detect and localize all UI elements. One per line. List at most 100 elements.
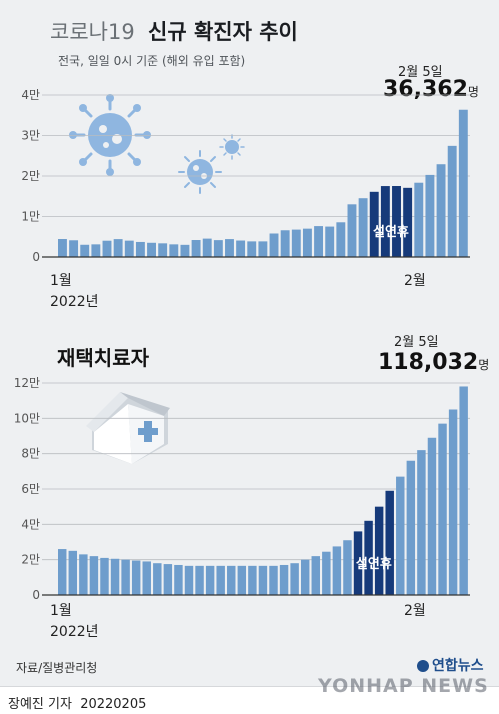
- bar: [427, 437, 437, 595]
- bar: [237, 565, 247, 595]
- bar: [458, 109, 468, 257]
- bar: [459, 386, 468, 595]
- chart2-latest-unit: 명: [478, 358, 490, 372]
- bar-holiday: [403, 187, 413, 257]
- bar-holiday: [385, 490, 394, 595]
- bar: [79, 554, 88, 595]
- bar: [314, 226, 324, 257]
- bar: [142, 561, 151, 595]
- bar: [300, 559, 310, 595]
- bar: [322, 551, 331, 595]
- bar: [213, 240, 223, 257]
- chart2-latest-value: 118,032: [378, 350, 479, 375]
- bar: [153, 563, 162, 595]
- bar: [100, 557, 109, 595]
- chart1-latest-unit: 명: [467, 85, 479, 99]
- holiday-label: 설연휴: [373, 224, 409, 240]
- chart1-title-prefix: 코로나19: [50, 20, 135, 44]
- bar: [425, 174, 435, 257]
- virus-icon: [69, 94, 245, 194]
- bar: [68, 550, 78, 595]
- bar: [290, 563, 299, 595]
- bar: [447, 145, 457, 257]
- reporter-name: 장예진 기자: [8, 697, 72, 712]
- date-code: 20220205: [80, 697, 147, 712]
- bar: [311, 556, 320, 595]
- bar: [135, 241, 145, 257]
- bar: [180, 244, 190, 257]
- bar-holiday: [392, 186, 401, 257]
- bar: [163, 564, 173, 595]
- bar: [417, 450, 426, 595]
- bar: [91, 244, 101, 257]
- bar: [414, 182, 424, 257]
- chart1-year: 2022년: [50, 294, 99, 310]
- bar: [269, 565, 278, 595]
- bar: [258, 565, 268, 595]
- y-tick-label: 10만: [14, 411, 40, 425]
- bar: [89, 556, 99, 595]
- chart2-title: 재택치료자: [57, 346, 149, 370]
- bar: [113, 239, 123, 257]
- bar: [248, 565, 257, 595]
- bar: [358, 198, 368, 257]
- chart2-latest-readout: 118,032명: [378, 350, 489, 375]
- chart2-latest-date: 2월 5일: [394, 335, 439, 350]
- watermark: YONHAP NEWS: [318, 675, 489, 697]
- bar: [158, 243, 168, 257]
- bar: [110, 558, 120, 595]
- house-icon: [86, 392, 170, 464]
- bar-holiday: [369, 191, 379, 257]
- bar: [58, 549, 67, 595]
- y-tick-label: 8만: [21, 447, 40, 461]
- y-tick-label: 2만: [21, 553, 40, 567]
- infographic-panel: 코로나19 신규 확진자 추이 전국, 일일 0시 기준 (해외 유입 포함) …: [0, 0, 499, 686]
- bar: [80, 244, 90, 257]
- y-tick-label: 2만: [21, 169, 40, 183]
- y-tick-label: 0: [32, 588, 40, 602]
- yonhap-logo-text: 연합뉴스: [432, 658, 484, 674]
- y-tick-label: 12만: [14, 376, 40, 390]
- bar: [102, 240, 112, 257]
- bar: [236, 240, 246, 257]
- bar: [247, 241, 257, 257]
- bar: [280, 230, 290, 257]
- bar-holiday: [353, 531, 363, 595]
- y-tick-label: 3만: [21, 129, 40, 143]
- yonhap-logo-icon: [417, 659, 429, 672]
- bar: [438, 423, 447, 595]
- bar: [396, 476, 405, 595]
- y-tick-label: 6만: [21, 482, 40, 496]
- yonhap-logo: 연합뉴스: [417, 655, 484, 675]
- chart1-subtitle: 전국, 일일 0시 기준 (해외 유입 포함): [58, 54, 246, 68]
- bar: [291, 229, 301, 257]
- chart1-latest-readout: 36,362명: [383, 77, 479, 102]
- bar: [343, 540, 352, 595]
- bar: [227, 565, 236, 595]
- bar: [202, 238, 212, 257]
- chart2-x-mid: 2월: [404, 603, 426, 619]
- bar: [279, 564, 289, 595]
- y-tick-label: 1만: [21, 210, 40, 224]
- chart2-x-start: 1월: [50, 603, 72, 619]
- bar: [332, 546, 342, 595]
- bar: [269, 233, 279, 257]
- bar: [169, 244, 179, 257]
- bar: [184, 565, 194, 595]
- bar: [302, 228, 312, 257]
- reporter-credit: 장예진 기자 20220205: [8, 693, 146, 712]
- source-credit: 자료/질병관리청: [16, 661, 98, 675]
- bar-holiday: [374, 506, 384, 595]
- y-tick-label: 0: [32, 250, 40, 264]
- bar: [406, 460, 416, 595]
- bar: [258, 241, 268, 257]
- bar: [147, 242, 156, 257]
- bar: [205, 565, 215, 595]
- bar: [191, 240, 201, 257]
- bar: [121, 559, 130, 595]
- bar: [195, 565, 204, 595]
- bar: [131, 560, 141, 595]
- bar: [336, 222, 346, 257]
